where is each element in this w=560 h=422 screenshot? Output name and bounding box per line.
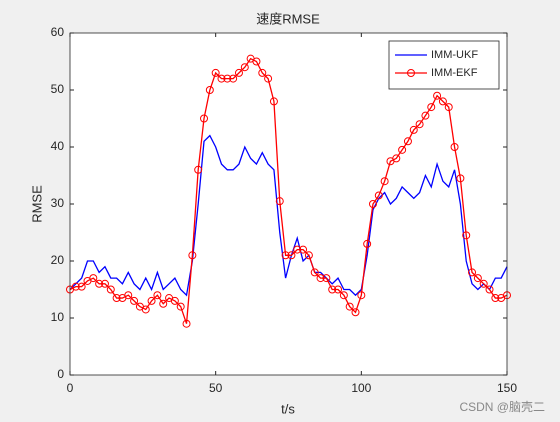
series-marker [205, 86, 214, 94]
series-marker [281, 251, 290, 260]
y-tick-label: 50 [51, 82, 65, 96]
chart-title: 速度RMSE [256, 11, 320, 26]
series-marker [217, 74, 226, 83]
watermark: CSDN @脑壳二 [459, 400, 545, 414]
series-marker [182, 319, 191, 328]
series-marker [316, 274, 325, 283]
series-marker [188, 251, 197, 260]
series-marker [479, 279, 488, 288]
legend-box [388, 40, 500, 90]
series-marker [380, 177, 389, 186]
legend-label: IMM-EKF [431, 67, 478, 79]
series-marker [147, 296, 156, 305]
series-marker [234, 68, 243, 77]
series-marker [223, 74, 232, 83]
legend-marker [407, 69, 415, 77]
series-marker [95, 279, 104, 288]
series-marker [153, 291, 162, 300]
series-marker [264, 74, 273, 83]
series-marker [258, 68, 267, 77]
series-marker [287, 251, 296, 260]
y-tick-label: 0 [57, 367, 64, 381]
series-marker [240, 63, 249, 72]
series-marker [334, 285, 343, 294]
legend-label: IMM-UKF [431, 49, 478, 61]
series-marker [450, 143, 459, 151]
series-marker [200, 114, 209, 123]
series-marker [473, 274, 482, 283]
series-marker [71, 282, 80, 291]
series-marker [176, 302, 185, 311]
x-tick-label: 0 [67, 381, 74, 395]
series-marker [427, 103, 436, 112]
series-marker [421, 111, 430, 120]
series-marker [269, 97, 278, 106]
series-marker [444, 103, 453, 112]
series-marker [415, 120, 424, 129]
series-marker [106, 285, 115, 294]
series-marker [433, 91, 442, 100]
y-tick-label: 60 [51, 25, 65, 39]
series-marker [398, 145, 407, 154]
y-tick-label: 10 [51, 310, 65, 324]
series-marker [409, 125, 418, 134]
series-marker [299, 245, 308, 254]
series-marker [89, 274, 98, 283]
y-axis-label: RMSE [29, 185, 44, 223]
series-marker [159, 299, 168, 308]
series-marker [124, 291, 133, 300]
series-marker [403, 137, 412, 146]
series-marker [339, 291, 348, 300]
series-marker [357, 291, 366, 300]
x-tick-label: 100 [351, 381, 371, 395]
series-marker [293, 245, 302, 254]
series-marker [112, 294, 121, 303]
series-marker [130, 296, 139, 305]
series-line [69, 134, 508, 297]
series-marker [304, 251, 313, 260]
series-marker [170, 296, 179, 305]
series-marker [462, 231, 471, 240]
series-marker [392, 154, 401, 163]
y-tick-label: 30 [51, 196, 65, 210]
series-marker [456, 174, 465, 183]
axes-background [70, 33, 507, 375]
x-tick-label: 50 [209, 381, 223, 395]
series-marker [322, 274, 331, 283]
series-marker [275, 197, 284, 206]
axes-box [69, 32, 508, 376]
series-marker [229, 74, 238, 83]
series-marker [374, 191, 383, 200]
x-tick-label: 150 [497, 381, 517, 395]
series-marker [468, 268, 477, 277]
series-marker [491, 294, 500, 303]
series-marker [100, 279, 109, 288]
y-tick-label: 40 [51, 139, 65, 153]
series-marker [438, 97, 447, 106]
series-marker [345, 302, 354, 311]
series-marker [252, 57, 261, 66]
series-marker [363, 239, 372, 248]
x-axis-label: t/s [281, 401, 295, 416]
series-marker [141, 305, 150, 314]
series-marker [368, 200, 377, 208]
series-marker [351, 308, 360, 317]
series-marker [77, 282, 86, 291]
series-marker [328, 285, 337, 294]
series-marker [194, 165, 203, 174]
series-marker [310, 268, 319, 277]
series-marker [485, 285, 494, 294]
y-tick-label: 20 [51, 253, 65, 267]
series-marker [211, 68, 220, 77]
